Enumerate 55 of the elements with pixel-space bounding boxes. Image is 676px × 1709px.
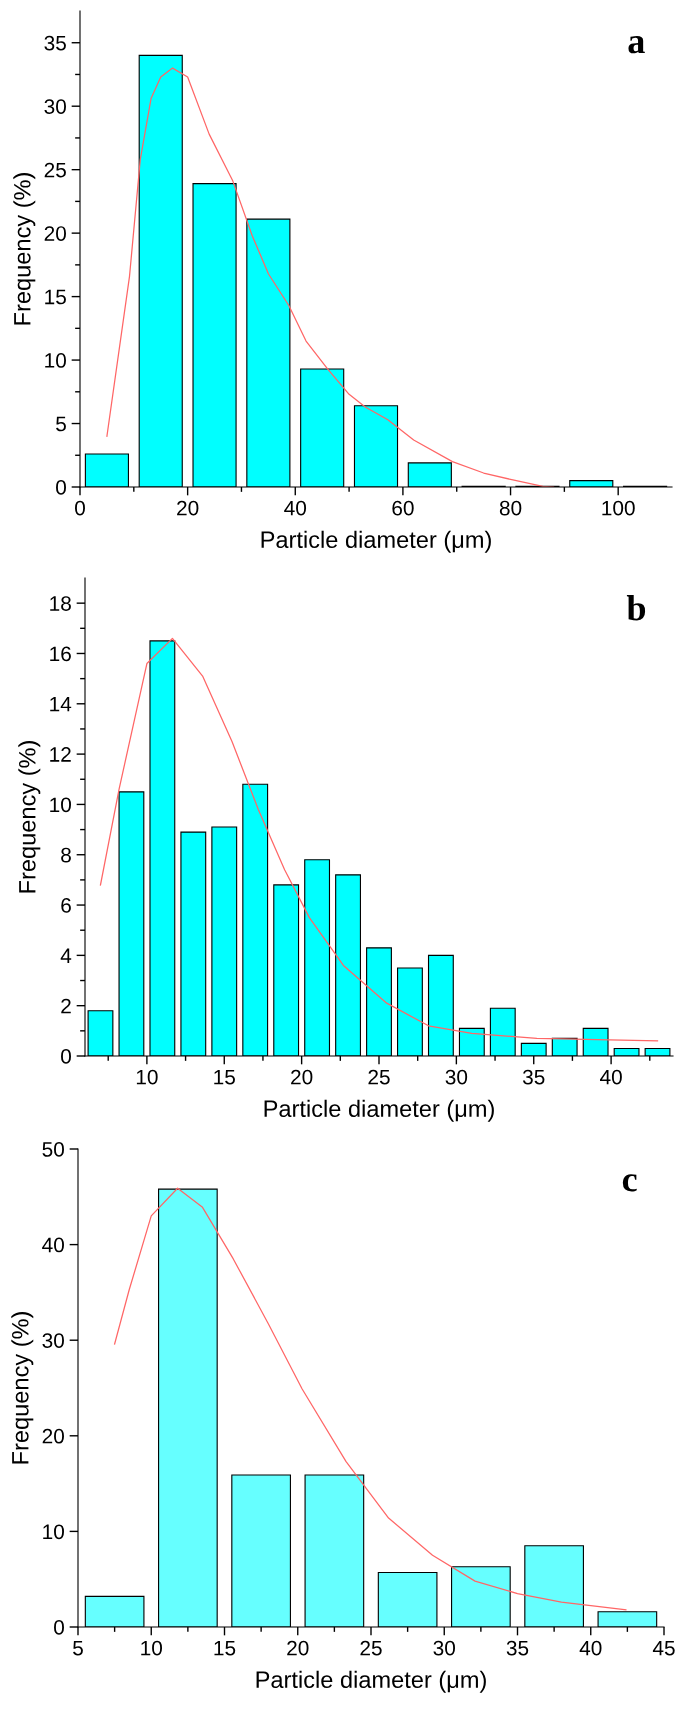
y-tick-label: 16 [50,646,71,662]
x-axis-title: Particle diameter (μm) [256,1670,486,1693]
y-axis-title: Frequency (%) [13,173,36,325]
x-tick-label: 0 [75,500,85,516]
y-tick-label: 14 [50,697,72,712]
y-tick-label: 10 [45,353,66,368]
x-tick-label: 25 [360,1640,382,1656]
y-axis-title: Frequency (%) [11,1312,34,1464]
x-tick-label: 15 [214,1069,235,1085]
x-tick-label: 15 [214,1640,236,1656]
x-tick-label: 20 [287,1640,309,1656]
x-tick-label: 5 [73,1640,83,1656]
y-tick-label: 10 [43,1524,64,1540]
y-tick-label: 0 [56,480,66,495]
y-tick-label: 2 [61,998,71,1014]
y-tick-label: 6 [61,898,71,913]
x-tick-label: 20 [177,500,199,516]
x-tick-label: 10 [136,1069,158,1085]
y-tick-label: 35 [44,35,66,51]
x-tick-label: 40 [284,500,307,516]
y-tick-label: 18 [50,596,71,611]
y-tick-label: 8 [61,847,71,863]
x-tick-label: 25 [368,1069,390,1085]
y-tick-label: 25 [44,162,66,178]
annotation: b [626,595,646,621]
y-tick-label: 30 [42,1333,64,1348]
annotation: c [622,1174,637,1192]
x-axis-title: Particle diameter (μm) [264,1099,494,1122]
y-tick-label: 50 [42,1142,64,1157]
x-tick-label: 80 [499,500,522,516]
y-tick-label: 15 [45,289,66,305]
x-tick-label: 10 [141,1640,163,1656]
x-tick-label: 35 [522,1069,545,1085]
y-axis-title: Frequency (%) [18,741,41,893]
x-tick-label: 40 [579,1640,602,1656]
y-tick-label: 40 [42,1237,64,1253]
x-tick-label: 45 [652,1640,675,1656]
y-tick-label: 10 [50,797,71,813]
y-tick-label: 4 [60,948,72,963]
y-tick-label: 0 [61,1049,71,1064]
y-tick-label: 30 [44,99,66,114]
x-tick-label: 20 [291,1069,313,1085]
x-axis-title: Particle diameter (μm) [261,530,491,553]
annotation: a [628,36,645,54]
x-tick-label: 35 [506,1640,529,1656]
y-tick-label: 20 [44,226,66,241]
y-tick-label: 0 [54,1620,64,1635]
y-tick-label: 12 [50,747,71,762]
x-tick-label: 60 [392,500,414,516]
x-tick-label: 30 [433,1640,456,1656]
x-tick-label: 40 [600,1069,622,1085]
y-tick-label: 20 [42,1428,64,1444]
x-tick-label: 100 [602,500,635,516]
y-tick-label: 5 [56,416,66,432]
x-tick-label: 30 [445,1069,468,1085]
